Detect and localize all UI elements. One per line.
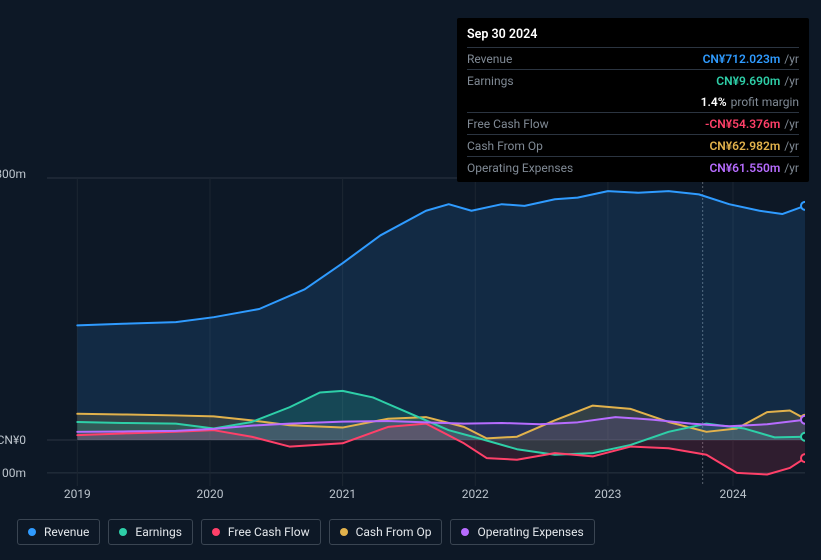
tooltip-panel: Sep 30 2024 RevenueCN¥712.023m/yrEarning… [457,18,809,182]
tooltip-value: -CN¥54.376m [705,116,780,132]
tooltip-suffix: /yr [784,160,799,176]
legend-label: Cash From Op [356,525,432,539]
tooltip-row: Operating ExpensesCN¥61.550m/yr [467,156,799,178]
tooltip-value: 1.4% [701,94,727,110]
legend-label: Free Cash Flow [228,525,310,539]
tooltip-row: Free Cash Flow-CN¥54.376m/yr [467,112,799,134]
tooltip-row: RevenueCN¥712.023m/yr [467,47,799,69]
y-axis-label: CN¥800m [0,167,26,181]
x-axis-label: 2021 [329,487,356,501]
tooltip-label: Operating Expenses [467,160,709,176]
y-axis-label: -CN¥100m [0,466,26,480]
legend: Revenue Earnings Free Cash Flow Cash From O… [17,519,595,545]
legend-label: Operating Expenses [477,525,583,539]
tooltip-suffix: /yr [784,116,799,132]
tooltip-label: Revenue [467,51,703,67]
legend-item[interactable]: Operating Expenses [450,519,594,545]
tooltip-value: CN¥9.690m [716,73,780,89]
legend-dot [119,528,127,536]
y-axis-label: CN¥0 [0,433,26,447]
legend-item[interactable]: Free Cash Flow [201,519,321,545]
x-axis-label: 2023 [594,487,621,501]
x-axis-label: 2024 [719,487,746,501]
tooltip-value: CN¥61.550m [709,160,780,176]
tooltip-label: Free Cash Flow [467,116,705,132]
legend-item[interactable]: Revenue [17,519,100,545]
legend-dot [340,528,348,536]
tooltip-row: Cash From OpCN¥62.982m/yr [467,134,799,156]
tooltip-suffix: /yr [784,138,799,154]
tooltip-date: Sep 30 2024 [467,24,799,47]
legend-item[interactable]: Cash From Op [329,519,443,545]
x-axis-label: 2019 [64,487,91,501]
tooltip-value: CN¥62.982m [709,138,780,154]
tooltip-label: Cash From Op [467,138,709,154]
legend-label: Revenue [44,525,89,539]
tooltip-suffix: /yr [784,51,799,67]
tooltip-suffix: profit margin [731,94,799,110]
legend-dot [461,528,469,536]
tooltip-row: EarningsCN¥9.690m/yr [467,69,799,91]
tooltip-suffix: /yr [784,73,799,89]
legend-item[interactable]: Earnings [108,519,193,545]
tooltip-row: 1.4%profit margin [467,91,799,112]
legend-dot [212,528,220,536]
tooltip-value: CN¥712.023m [703,51,781,67]
tooltip-label: Earnings [467,73,716,89]
tooltip-label [467,94,701,110]
legend-label: Earnings [135,525,182,539]
x-axis-label: 2020 [196,487,223,501]
legend-dot [28,528,36,536]
x-axis-label: 2022 [462,487,489,501]
